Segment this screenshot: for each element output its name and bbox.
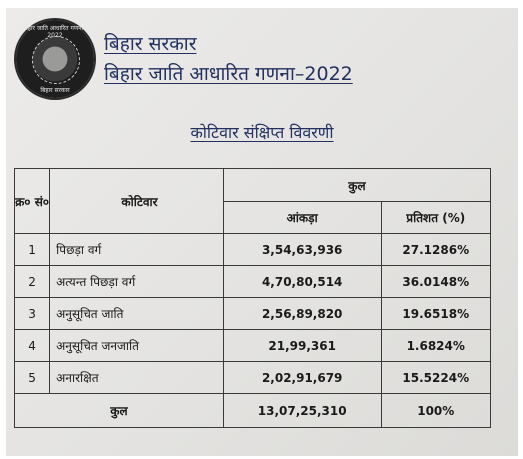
- header-category: कोटिवार: [49, 168, 224, 234]
- header-percent: प्रतिशत (%): [380, 201, 492, 234]
- row-serial: 3: [13, 297, 51, 330]
- table-row: 3 अनुसूचित जाति 2,56,89,820 19.6518%: [13, 297, 492, 330]
- table-total-row: कुल 13,07,25,310 100%: [14, 393, 492, 428]
- government-seal-icon: बिहार जाति आधारित गणना - 2022 बिहार सरका…: [16, 20, 94, 98]
- row-serial: 4: [13, 329, 51, 362]
- row-count: 4,70,80,514: [222, 265, 382, 298]
- row-percent: 19.6518%: [380, 297, 492, 330]
- row-percent: 36.0148%: [380, 265, 492, 298]
- row-percent: 27.1286%: [380, 233, 492, 266]
- header-government: बिहार सरकार: [104, 33, 197, 55]
- row-category: अनारक्षित: [49, 361, 224, 394]
- total-label: कुल: [14, 393, 224, 428]
- total-count: 13,07,25,310: [222, 393, 382, 428]
- seal-bottom-text: बिहार सरकार: [40, 87, 70, 94]
- table-row: 4 अनुसूचित जनजाति 21,99,361 1.6824%: [13, 329, 492, 362]
- category-summary-table: क्र० सं० कोटिवार कुल आंकड़ा प्रतिशत (%) …: [13, 168, 492, 428]
- row-serial: 1: [13, 233, 51, 266]
- document-page: बिहार जाति आधारित गणना - 2022 बिहार सरका…: [6, 8, 518, 456]
- total-percent: 100%: [380, 393, 492, 428]
- row-serial: 5: [13, 361, 51, 394]
- row-count: 3,54,63,936: [222, 233, 382, 266]
- row-category: पिछड़ा वर्ग: [49, 233, 224, 266]
- row-percent: 1.6824%: [380, 329, 492, 362]
- row-count: 2,02,91,679: [222, 361, 382, 394]
- page-subtitle: कोटिवार संक्षिप्त विवरणी: [190, 123, 334, 142]
- row-count: 21,99,361: [222, 329, 382, 362]
- table-row: 5 अनारक्षित 2,02,91,679 15.5224%: [13, 361, 492, 394]
- row-category: अनुसूचित जाति: [49, 297, 224, 330]
- row-category: अत्यन्त पिछड़ा वर्ग: [49, 265, 224, 298]
- seal-top-text: बिहार जाति आधारित गणना - 2022: [22, 25, 88, 39]
- row-category: अनुसूचित जनजाति: [49, 329, 224, 362]
- row-serial: 2: [13, 265, 51, 298]
- table-row: 1 पिछड़ा वर्ग 3,54,63,936 27.1286%: [13, 233, 492, 266]
- header-total-group: कुल: [222, 168, 492, 202]
- seal-emblem: [32, 36, 80, 84]
- header-count: आंकड़ा: [222, 201, 382, 234]
- row-percent: 15.5224%: [380, 361, 492, 394]
- table-row: 2 अत्यन्त पिछड़ा वर्ग 4,70,80,514 36.014…: [13, 265, 492, 298]
- header-serial-no: क्र० सं०: [13, 168, 51, 234]
- row-count: 2,56,89,820: [222, 297, 382, 330]
- header-survey-title: बिहार जाति आधारित गणना–2022: [104, 63, 353, 85]
